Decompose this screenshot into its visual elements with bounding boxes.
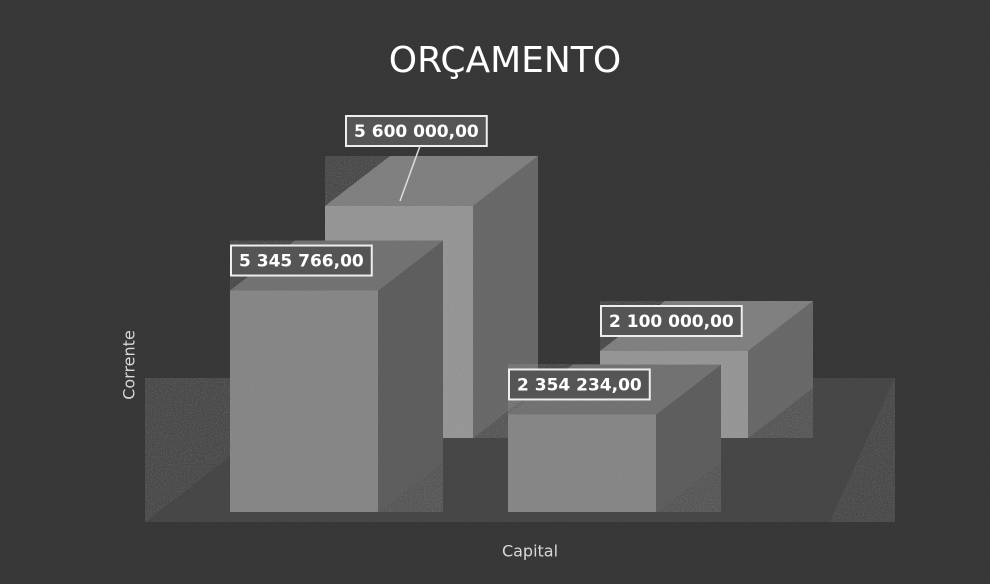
- bar-group: [230, 240, 443, 513]
- leader-line: [399, 145, 421, 202]
- value-label-box: [600, 305, 743, 337]
- bar-side: [748, 301, 813, 438]
- value-label-box: [508, 368, 651, 401]
- chart-title: ORÇAMENTO: [389, 40, 621, 81]
- value-label: 5 600 000,00: [354, 122, 479, 142]
- bar-top: [325, 156, 538, 206]
- axis-label: Corrente: [120, 330, 139, 400]
- bar-side: [656, 364, 721, 512]
- value-label: 5 345 766,00: [239, 252, 364, 272]
- bar-side: [378, 240, 443, 513]
- value-label-box: [345, 115, 488, 147]
- bar: [230, 290, 378, 512]
- bar-side: [473, 156, 538, 438]
- axis-label: Capital: [502, 542, 558, 561]
- value-label: 2 354 234,00: [517, 375, 642, 395]
- bar: [508, 414, 656, 512]
- value-label-box: [230, 244, 373, 277]
- value-label: 2 100 000,00: [609, 312, 734, 332]
